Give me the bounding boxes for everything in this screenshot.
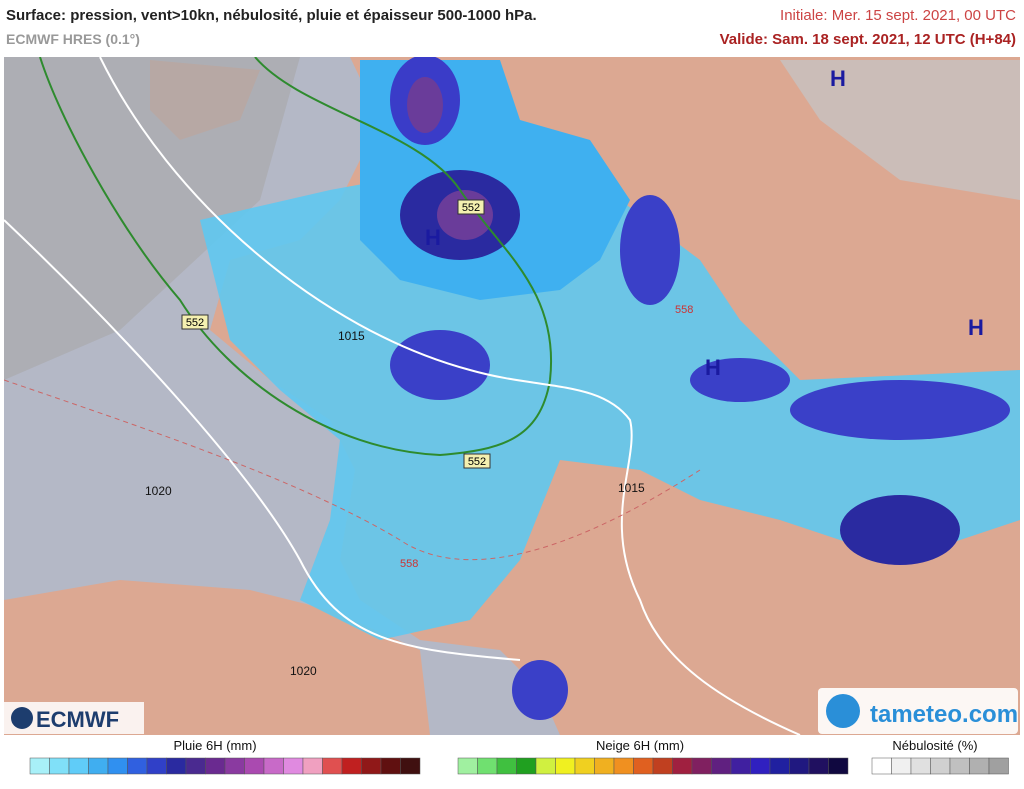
legend-swatch	[730, 757, 751, 775]
legend-swatch	[769, 757, 790, 775]
legend-swatch	[205, 757, 226, 775]
legend-swatch	[613, 757, 634, 775]
isobar-label: 1015	[618, 481, 645, 495]
legend-swatch	[88, 757, 109, 775]
legend-swatch	[633, 757, 654, 775]
legend-swatch	[555, 757, 576, 775]
legend-swatch	[107, 757, 128, 775]
tameteo-logo[interactable]: tameteo.com	[818, 688, 1018, 734]
model: ECMWF HRES (0.1°)	[6, 31, 140, 47]
high-label: H	[968, 315, 984, 340]
legend-swatch	[146, 757, 167, 775]
legend-title: Neige 6H (mm)	[596, 738, 684, 753]
contour-label: 558	[400, 558, 418, 570]
legend-swatch	[910, 757, 931, 775]
legend-swatch	[594, 757, 615, 775]
contour-label: 552	[468, 456, 486, 468]
legend-swatch	[789, 757, 810, 775]
title: Surface: pression, vent>10kn, nébulosité…	[6, 7, 537, 24]
legend-swatch	[535, 757, 556, 775]
legend-swatch	[224, 757, 245, 775]
legend-swatch	[400, 757, 421, 775]
legend-swatch	[302, 757, 323, 775]
logo-text: ECMWF	[36, 707, 119, 732]
legend-swatch	[691, 757, 712, 775]
valid-date: Valide: Sam. 18 sept. 2021, 12 UTC (H+84…	[720, 31, 1016, 48]
legend-swatch	[988, 757, 1009, 775]
legend-swatch	[361, 757, 382, 775]
isobar-label: 1015	[338, 329, 365, 343]
legend-swatch	[672, 757, 693, 775]
legend-swatch	[652, 757, 673, 775]
legend-swatch	[516, 757, 537, 775]
legend-swatch	[949, 757, 970, 775]
legend-swatch	[263, 757, 284, 775]
legend-swatch	[891, 757, 912, 775]
legend-title: Pluie 6H (mm)	[173, 738, 256, 753]
ecmwf-logo: ECMWF	[4, 702, 144, 734]
legend-swatch	[244, 757, 265, 775]
legend-swatch	[871, 757, 892, 775]
legend-swatch	[283, 757, 304, 775]
legend-swatch	[477, 757, 498, 775]
legend-swatch	[127, 757, 148, 775]
legend-swatch	[166, 757, 187, 775]
legend-title: Nébulosité (%)	[892, 738, 977, 753]
logo-text: tameteo.com	[870, 701, 1018, 728]
legend-swatch	[750, 757, 771, 775]
initial-date: Initiale: Mer. 15 sept. 2021, 00 UTC	[780, 7, 1016, 24]
legend-swatch	[711, 757, 732, 775]
legend-swatch	[322, 757, 343, 775]
legend-swatch	[496, 757, 517, 775]
legend-swatch	[68, 757, 89, 775]
legend-swatch	[49, 757, 70, 775]
contour-label: 558	[675, 304, 693, 316]
map: H H H H 552 552 552 558 558 1015 1015 10…	[4, 57, 1020, 735]
legend-swatch	[185, 757, 206, 775]
legend-swatch	[930, 757, 951, 775]
legend-swatch	[29, 757, 50, 775]
isobar-label: 1020	[290, 664, 317, 678]
contour-label: 552	[186, 317, 204, 329]
high-label: H	[425, 225, 441, 250]
high-label: H	[705, 355, 721, 380]
legend-swatch	[380, 757, 401, 775]
isobar-label: 1020	[145, 484, 172, 498]
legend-swatch	[808, 757, 829, 775]
legend-swatch	[457, 757, 478, 775]
high-label: H	[830, 66, 846, 91]
contour-label: 552	[462, 202, 480, 214]
legend-swatch	[969, 757, 990, 775]
legend: Pluie 6H (mm) Neige 6H (mm) Nébulosité (…	[29, 738, 1009, 775]
legend-swatch	[341, 757, 362, 775]
legend-swatch	[574, 757, 595, 775]
legend-swatch	[828, 757, 849, 775]
